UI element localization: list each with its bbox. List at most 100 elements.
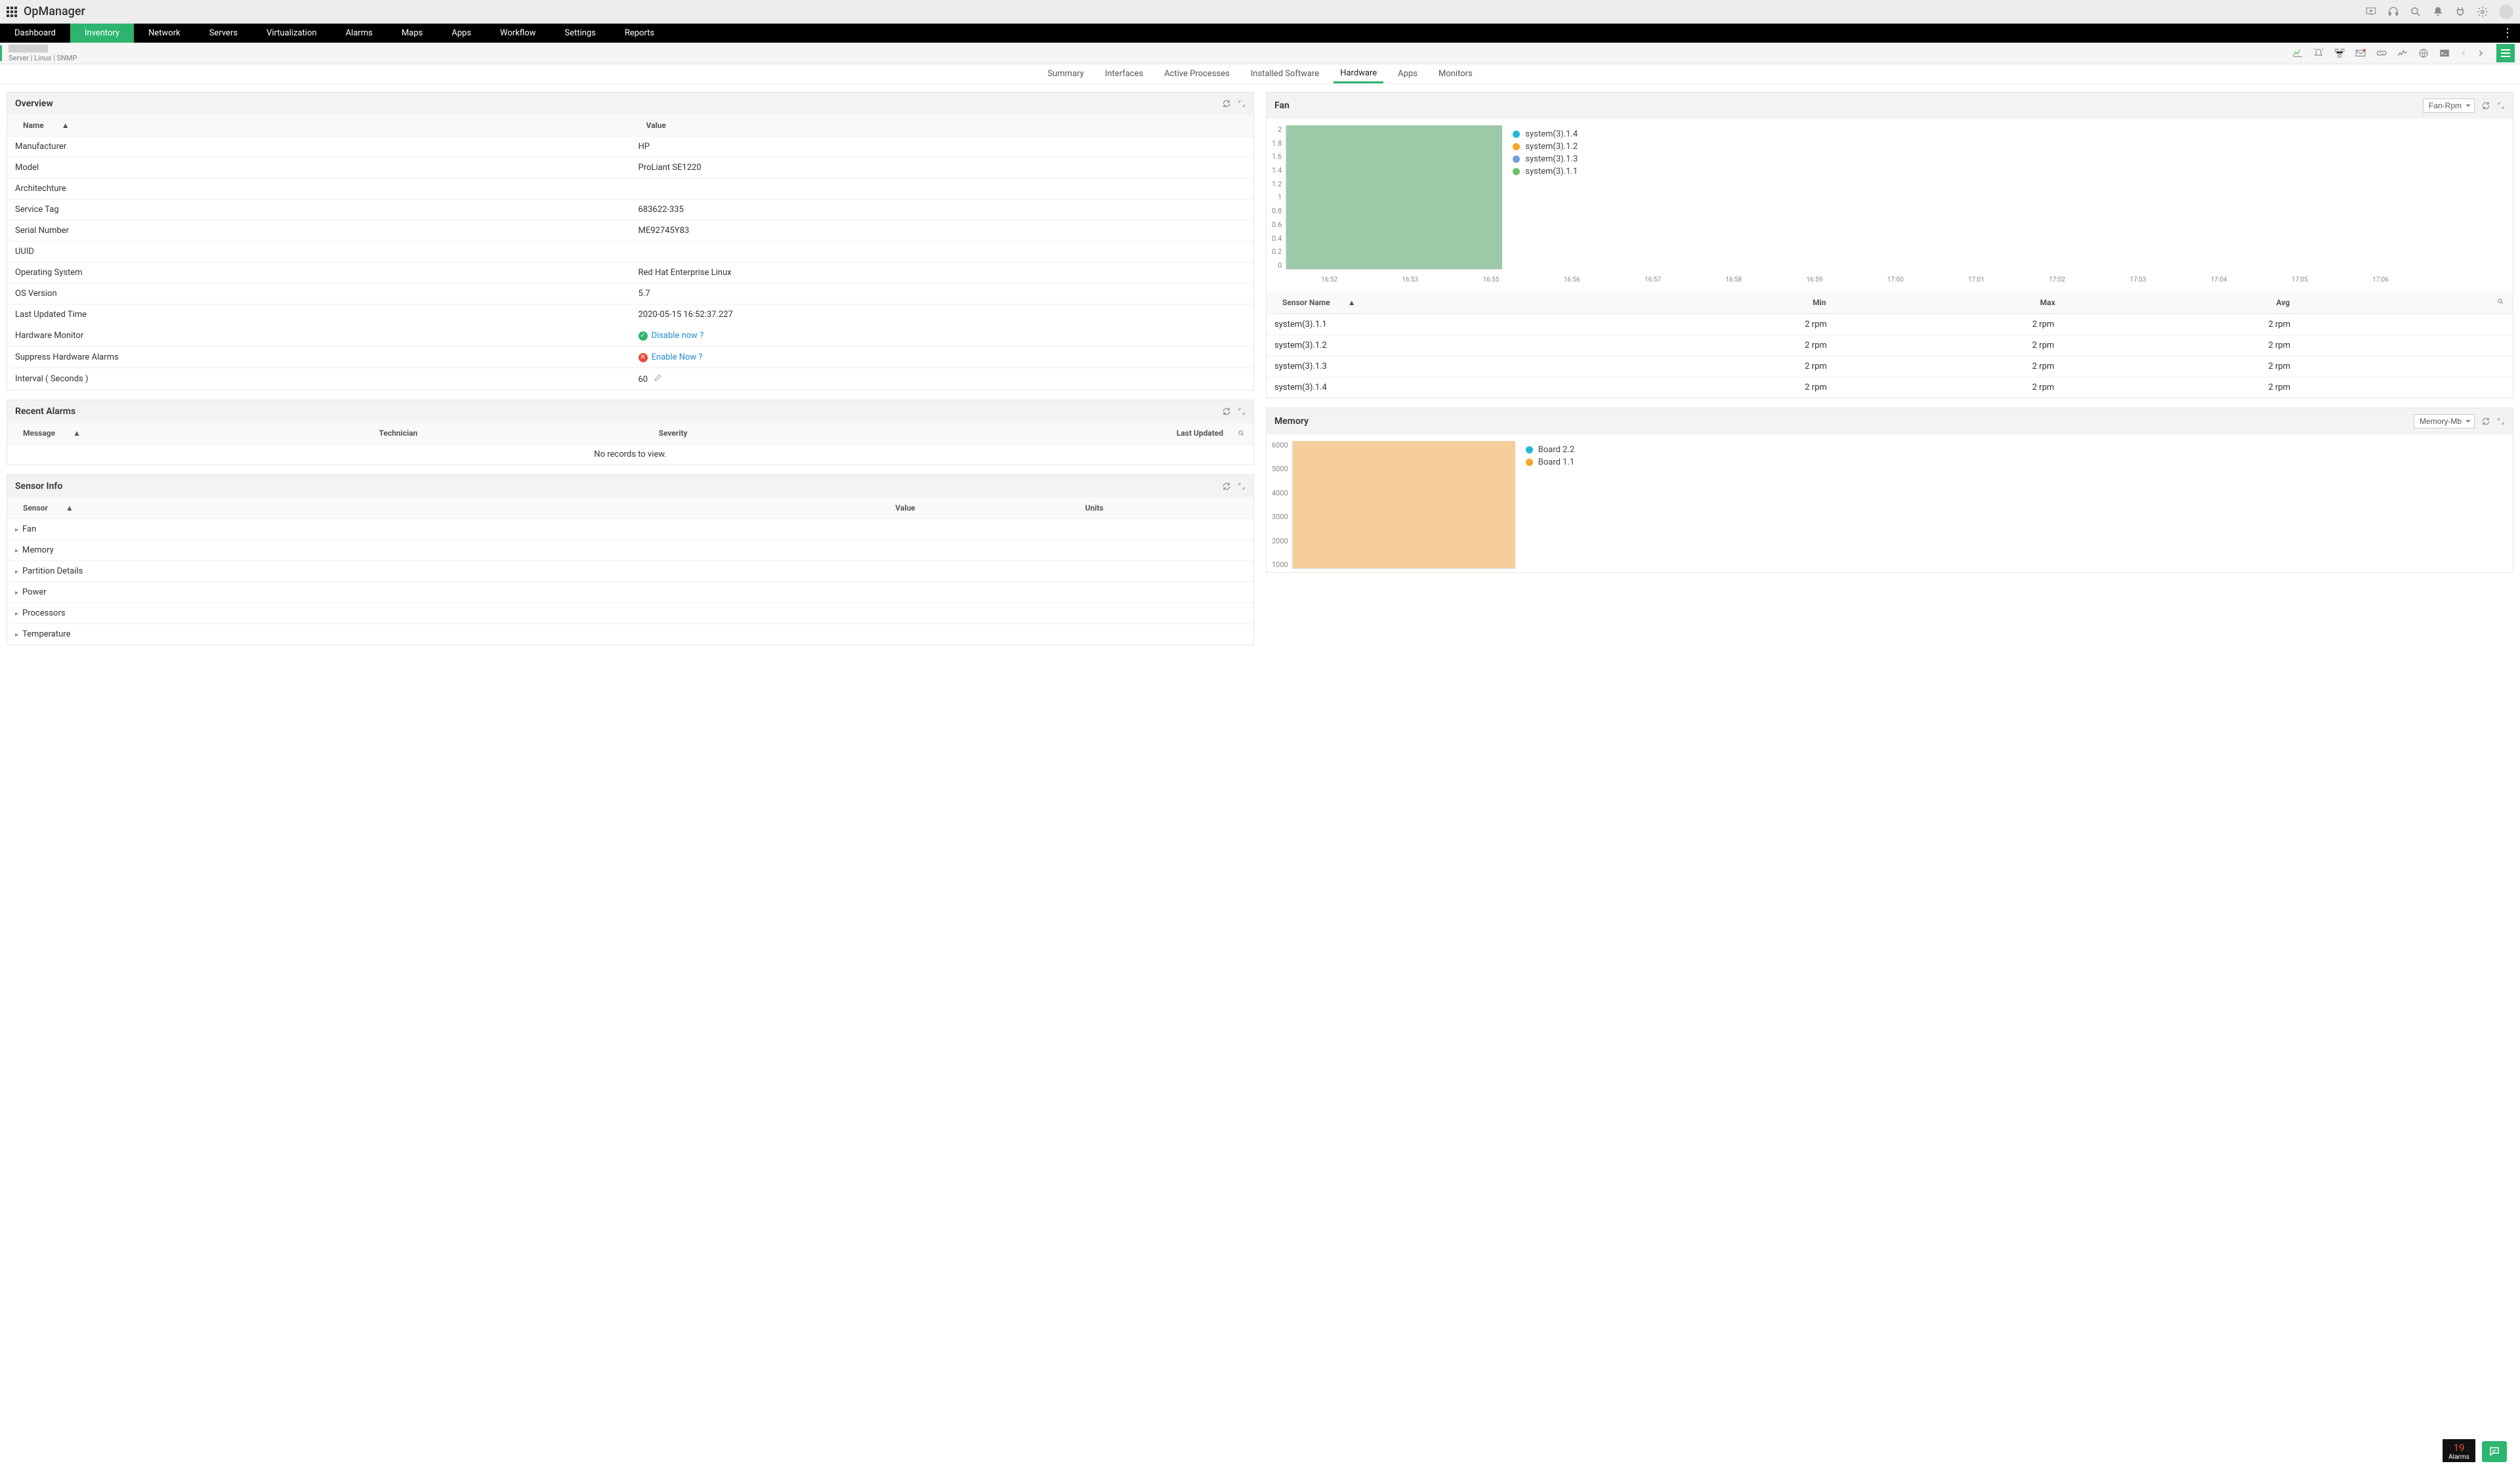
expand-icon[interactable]	[1238, 482, 1246, 490]
chevron-left-icon[interactable]	[2460, 49, 2468, 57]
nav-apps[interactable]: Apps	[437, 24, 486, 43]
overview-panel: Overview Name▲ Value ManufacturerHPModel…	[7, 92, 1254, 390]
fan-chart-y-axis: 21.81.61.41.210.80.60.40.20	[1272, 125, 1286, 270]
refresh-icon[interactable]	[1222, 482, 1231, 491]
col-sensor[interactable]: Sensor	[15, 497, 56, 519]
col-max[interactable]: Max	[2032, 292, 2063, 314]
nav-reports[interactable]: Reports	[610, 24, 669, 43]
nav-maps[interactable]: Maps	[387, 24, 437, 43]
sensor-group[interactable]: ▸Temperature	[7, 624, 1253, 645]
overview-title: Overview	[15, 98, 53, 109]
legend-label: Board 1.1	[1538, 457, 1574, 467]
overview-col-name[interactable]: Name	[15, 115, 52, 136]
globe-icon[interactable]	[2418, 47, 2429, 59]
nav-servers[interactable]: Servers	[195, 24, 252, 43]
legend-label: system(3).1.1	[1525, 167, 1578, 177]
fan-row-name: system(3).1.2	[1267, 335, 1797, 356]
chat-button[interactable]	[2482, 1441, 2507, 1462]
col-avg[interactable]: Avg	[2268, 292, 2298, 314]
nav-workflow[interactable]: Workflow	[486, 24, 550, 43]
mail-icon[interactable]	[2355, 47, 2366, 59]
search-icon[interactable]	[2496, 297, 2505, 306]
tab-interfaces[interactable]: Interfaces	[1099, 64, 1150, 83]
headset-icon[interactable]	[2387, 6, 2399, 18]
nav-virtualization[interactable]: Virtualization	[252, 24, 331, 43]
avatar[interactable]	[2499, 5, 2513, 19]
tab-monitors[interactable]: Monitors	[1432, 64, 1479, 83]
check-icon: ✓	[639, 331, 648, 341]
bell-icon[interactable]	[2432, 6, 2444, 18]
sensor-group[interactable]: ▸Memory	[7, 540, 1253, 561]
col-last-updated[interactable]: Last Updated	[1169, 423, 1231, 444]
col-min[interactable]: Min	[1805, 292, 1834, 314]
terminal-icon[interactable]	[2439, 47, 2450, 59]
workflow-icon[interactable]	[2334, 47, 2345, 59]
overview-row-value	[631, 242, 1254, 262]
col-message[interactable]: Message	[15, 423, 63, 444]
refresh-icon[interactable]	[2481, 417, 2490, 426]
gear-icon[interactable]	[2477, 6, 2488, 18]
edit-icon[interactable]	[654, 373, 662, 382]
enable-suppress-link[interactable]: Enable Now ?	[652, 352, 703, 362]
sensor-info-title: Sensor Info	[15, 481, 62, 492]
col-units[interactable]: Units	[1077, 497, 1111, 519]
app-title: OpManager	[24, 5, 85, 18]
sensor-group[interactable]: ▸Power	[7, 582, 1253, 603]
expand-icon[interactable]	[1238, 408, 1246, 415]
search-icon[interactable]	[1237, 429, 1246, 438]
fan-row-name: system(3).1.3	[1267, 356, 1797, 377]
expand-icon[interactable]	[2497, 102, 2505, 110]
overview-row-name: Serial Number	[7, 220, 631, 242]
col-severity[interactable]: Severity	[651, 423, 696, 444]
tab-summary[interactable]: Summary	[1041, 64, 1090, 83]
chevron-right-icon[interactable]	[2477, 49, 2485, 57]
spark-icon[interactable]	[2397, 47, 2408, 59]
disable-hw-link[interactable]: Disable now ?	[652, 331, 704, 341]
col-technician[interactable]: Technician	[371, 423, 425, 444]
sensor-info-panel: Sensor Info Sensor▲ Value Units ▸Fan▸Mem…	[7, 474, 1254, 645]
apps-grid-icon[interactable]	[7, 7, 17, 17]
sensor-group[interactable]: ▸Processors	[7, 603, 1253, 624]
chart-line-icon[interactable]	[2292, 47, 2303, 59]
tab-active-processes[interactable]: Active Processes	[1158, 64, 1236, 83]
tab-installed-software[interactable]: Installed Software	[1244, 64, 1326, 83]
recent-alarms-title: Recent Alarms	[15, 406, 75, 417]
memory-chart	[1292, 441, 1515, 569]
nav-alarms[interactable]: Alarms	[331, 24, 387, 43]
overview-row-value: 2020-05-15 16:52:37.227	[631, 304, 1254, 326]
interval-value: 60	[639, 375, 648, 385]
fan-row-name: system(3).1.1	[1267, 314, 1797, 335]
hamburger-button[interactable]	[2496, 44, 2515, 62]
nav-inventory[interactable]: Inventory	[70, 24, 134, 43]
overview-row-name: Last Updated Time	[7, 304, 631, 326]
present-icon[interactable]	[2365, 6, 2377, 18]
nav-settings[interactable]: Settings	[550, 24, 610, 43]
nav-dashboard[interactable]: Dashboard	[0, 24, 70, 43]
device-name	[9, 45, 48, 52]
expand-icon[interactable]	[2497, 417, 2505, 425]
sensor-group[interactable]: ▸Fan	[7, 519, 1253, 540]
fan-metric-dd[interactable]: Fan-Rpm	[2423, 98, 2475, 113]
refresh-icon[interactable]	[1222, 99, 1231, 108]
sensor-group[interactable]: ▸Partition Details	[7, 561, 1253, 582]
tab-hardware[interactable]: Hardware	[1334, 64, 1383, 83]
alert-bell-icon[interactable]	[2313, 47, 2324, 59]
col-value[interactable]: Value	[887, 497, 923, 519]
plug-icon[interactable]	[2454, 6, 2466, 18]
link-icon[interactable]	[2376, 47, 2387, 59]
expand-icon[interactable]	[1238, 100, 1246, 108]
overview-row-value: HP	[631, 136, 1254, 158]
alarm-badge[interactable]: 19 Alarms	[2443, 1439, 2475, 1462]
col-sensor-name[interactable]: Sensor Name	[1274, 292, 1338, 314]
refresh-icon[interactable]	[2481, 101, 2490, 110]
search-icon[interactable]	[2410, 6, 2422, 18]
fan-panel: Fan Fan-Rpm 21.81.61.41.210.80.60.40.20 …	[1266, 92, 2513, 398]
fan-chart-x-axis: 16:5216:5316:5516:5616:5716:5816:5917:00…	[1267, 276, 2513, 291]
overview-row-value: 683622-335	[631, 200, 1254, 220]
hw-monitor-label: Hardware Monitor	[7, 325, 631, 346]
nav-network[interactable]: Network	[134, 24, 195, 43]
tab-apps[interactable]: Apps	[1391, 64, 1424, 83]
refresh-icon[interactable]	[1222, 407, 1231, 416]
memory-metric-dd[interactable]: Memory-Mb	[2414, 414, 2475, 429]
fan-chart-legend: system(3).1.4system(3).1.2system(3).1.3s…	[1502, 125, 1580, 274]
